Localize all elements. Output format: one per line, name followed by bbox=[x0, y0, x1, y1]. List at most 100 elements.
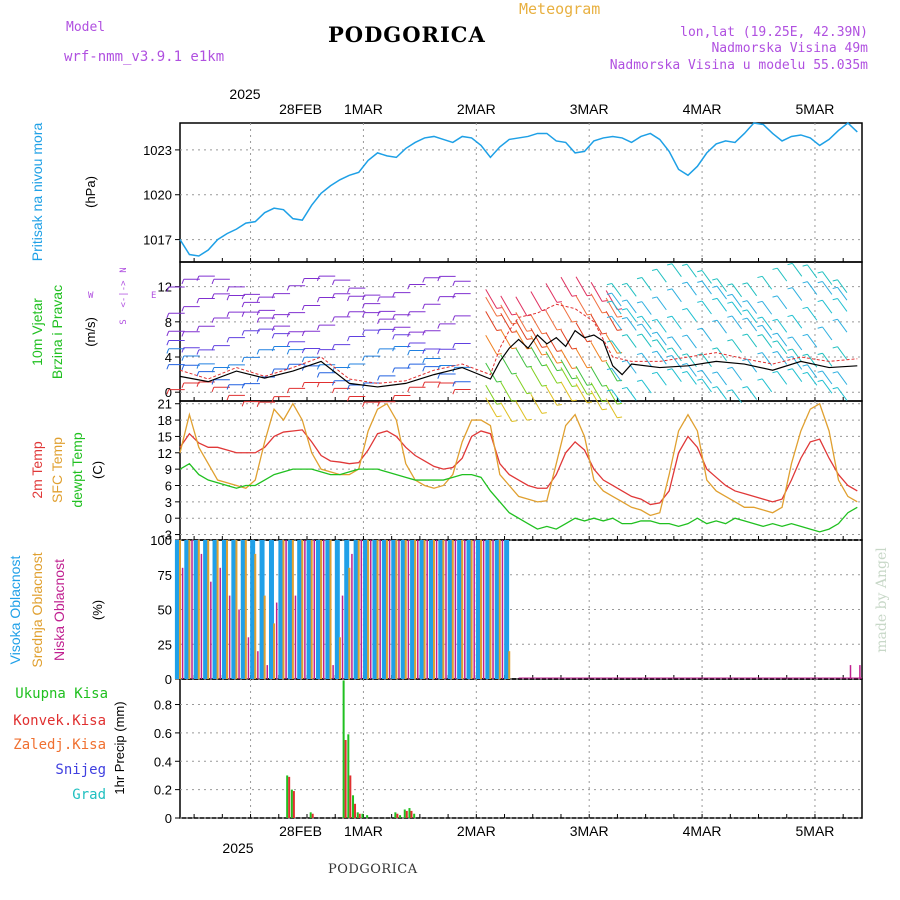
wind-barb-feather bbox=[667, 288, 673, 291]
wind-barb bbox=[746, 386, 758, 400]
temp-label-2m: 2m Temp bbox=[29, 441, 45, 499]
wind-barbs bbox=[166, 262, 848, 423]
wind-barb-feather bbox=[621, 334, 627, 337]
wind-barb bbox=[590, 293, 603, 314]
y-tick-label: 0.8 bbox=[154, 698, 172, 713]
wind-barb-feather bbox=[407, 284, 410, 290]
wind-barb-feather bbox=[271, 314, 275, 320]
wind-barb-feather bbox=[407, 342, 410, 348]
wind-barb-feather bbox=[636, 379, 642, 382]
mid-cloud-bar bbox=[480, 540, 483, 679]
wind-barb-feather bbox=[727, 315, 733, 318]
wind-barb-feather bbox=[757, 378, 763, 381]
wind-barb bbox=[746, 282, 758, 297]
high-cloud-bar bbox=[428, 540, 434, 679]
wind-barb-feather bbox=[697, 369, 703, 373]
wind-barb-feather bbox=[241, 302, 245, 308]
mid-cloud-bar bbox=[470, 540, 473, 679]
wind-barb bbox=[611, 300, 622, 315]
wind-barb-feather bbox=[802, 371, 808, 375]
wind-barb-feather bbox=[166, 364, 170, 370]
wind-barb-feather bbox=[586, 393, 593, 395]
wind-barb-feather bbox=[286, 312, 290, 318]
page-title: PODGORICA bbox=[328, 22, 486, 47]
wind-barb-feather bbox=[602, 408, 608, 411]
year-label-top: 2025 bbox=[229, 86, 260, 102]
wind-speed-line bbox=[179, 329, 858, 388]
wind-barb bbox=[656, 372, 667, 386]
high-cloud-bar bbox=[250, 540, 256, 679]
low-cloud-bar bbox=[369, 540, 372, 679]
wind-barb-feather bbox=[787, 314, 793, 318]
wind-barb-feather bbox=[181, 306, 185, 312]
wind-barb-feather bbox=[757, 316, 763, 319]
low-cloud-bar bbox=[351, 553, 353, 679]
wind-barb bbox=[746, 317, 758, 332]
wind-barb-feather bbox=[301, 305, 305, 311]
high-cloud-bar bbox=[466, 540, 472, 679]
wind-barb bbox=[822, 299, 833, 314]
wind-barb-feather bbox=[817, 379, 823, 383]
wind-label-1: 10m Vjetar bbox=[29, 298, 45, 366]
wind-barb-feather bbox=[331, 388, 335, 394]
wind-barb bbox=[701, 370, 712, 384]
wind-barb bbox=[731, 389, 742, 404]
total-precip-bar bbox=[286, 775, 289, 818]
wind-barb bbox=[485, 397, 498, 417]
wind-barb bbox=[656, 296, 667, 311]
wind-barb bbox=[701, 280, 712, 295]
wind-barb bbox=[605, 398, 618, 418]
wind-barb bbox=[626, 283, 637, 297]
wind-barb-feather bbox=[541, 346, 547, 348]
y-tick-label: 0 bbox=[165, 511, 172, 526]
wind-barb-feather bbox=[256, 401, 260, 408]
pressure-panel bbox=[179, 122, 863, 263]
y-tick-label: 12 bbox=[158, 446, 172, 461]
compass-icon: N <-|-> W E S bbox=[88, 267, 156, 324]
high-cloud-bar bbox=[184, 540, 190, 679]
wind-barb-feather bbox=[651, 350, 658, 353]
mid-cloud-bar bbox=[357, 540, 360, 679]
wind-barb-feather bbox=[787, 368, 793, 371]
mid-cloud-bar bbox=[498, 540, 501, 679]
wind-barb-feather bbox=[301, 348, 305, 354]
y-tick-label: 100 bbox=[150, 533, 172, 548]
mid-cloud-bar bbox=[376, 540, 379, 679]
wind-barb-feather bbox=[606, 340, 612, 343]
total-precip-bar bbox=[342, 680, 345, 818]
bottom-date-label: 5MAR bbox=[796, 823, 835, 839]
wind-barb-feather bbox=[606, 389, 612, 392]
y-tick-label: 12 bbox=[158, 280, 172, 295]
wind-barb bbox=[560, 359, 573, 380]
wind-barb-feather bbox=[256, 296, 260, 303]
wind-barb bbox=[701, 353, 712, 368]
wind-barb bbox=[671, 315, 682, 330]
wind-barb-feather bbox=[286, 349, 290, 355]
wind-barb-feather bbox=[331, 279, 335, 286]
wind-barb bbox=[807, 281, 818, 295]
wind-barb-feather bbox=[742, 317, 748, 320]
temp-unit: (C) bbox=[90, 461, 105, 479]
low-cloud-bar bbox=[859, 665, 861, 679]
top-date-label: 4MAR bbox=[683, 101, 722, 117]
wind-barb-feather bbox=[621, 299, 627, 302]
wind-barb bbox=[641, 315, 652, 330]
low-cloud-bar bbox=[388, 540, 391, 679]
low-cloud-bar bbox=[219, 567, 221, 679]
high-cloud-bar bbox=[334, 540, 340, 679]
wind-barb-feather bbox=[271, 346, 275, 352]
wind-barb-feather bbox=[362, 329, 365, 335]
compass-west: W bbox=[88, 291, 94, 301]
wind-barb bbox=[671, 288, 682, 303]
wind-barb-feather bbox=[392, 314, 395, 320]
wind-barb bbox=[515, 347, 528, 368]
wind-barb-feather bbox=[772, 318, 778, 322]
wind-barb bbox=[545, 332, 558, 352]
wind-barb-feather bbox=[256, 328, 260, 334]
wind-barb-feather bbox=[347, 336, 350, 342]
wind-barb-feather bbox=[651, 318, 658, 322]
wind-barb-feather bbox=[712, 319, 718, 322]
bottom-date-label: 4MAR bbox=[683, 823, 722, 839]
wind-barb-feather bbox=[166, 331, 170, 337]
total-precip-bar bbox=[394, 812, 397, 818]
